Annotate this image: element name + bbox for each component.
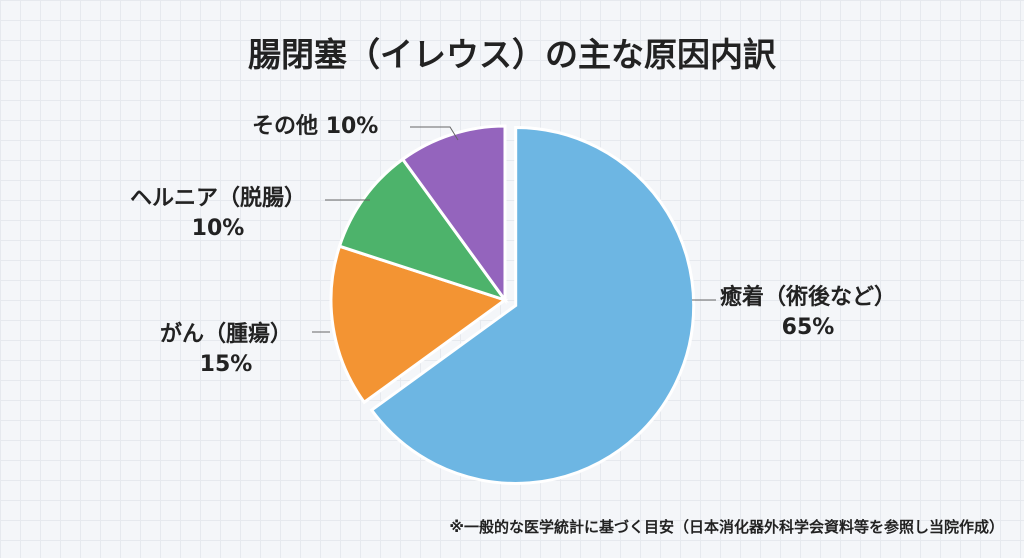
- label-hernia-name: ヘルニア（脱腸）: [130, 186, 307, 211]
- slice-other: [400, 124, 507, 305]
- chart-title: 腸閉塞（イレウス）の主な原因内訳: [248, 35, 776, 74]
- slice-adhesion: [369, 125, 696, 485]
- label-cancer: がん（腫瘍） 15%: [160, 320, 292, 380]
- label-other: その他 10%: [252, 112, 378, 142]
- label-other-value: 10%: [325, 114, 379, 139]
- label-adhesion-value: 65%: [781, 315, 835, 340]
- label-adhesion: 癒着（術後など） 65%: [720, 283, 896, 343]
- slice-cancer: [329, 244, 509, 405]
- label-hernia-value: 10%: [191, 216, 245, 241]
- label-other-name: その他: [252, 114, 319, 139]
- label-hernia: ヘルニア（脱腸） 10%: [130, 184, 306, 244]
- slice-hernia: [337, 157, 509, 303]
- label-cancer-value: 15%: [199, 352, 253, 377]
- label-cancer-name: がん（腫瘍）: [160, 322, 293, 347]
- footnote: ※一般的な医学統計に基づく目安（日本消化器外科学会資料等を参照し当院作成）: [449, 518, 1004, 536]
- label-adhesion-name: 癒着（術後など）: [720, 285, 897, 310]
- leader-line-other: [410, 126, 459, 141]
